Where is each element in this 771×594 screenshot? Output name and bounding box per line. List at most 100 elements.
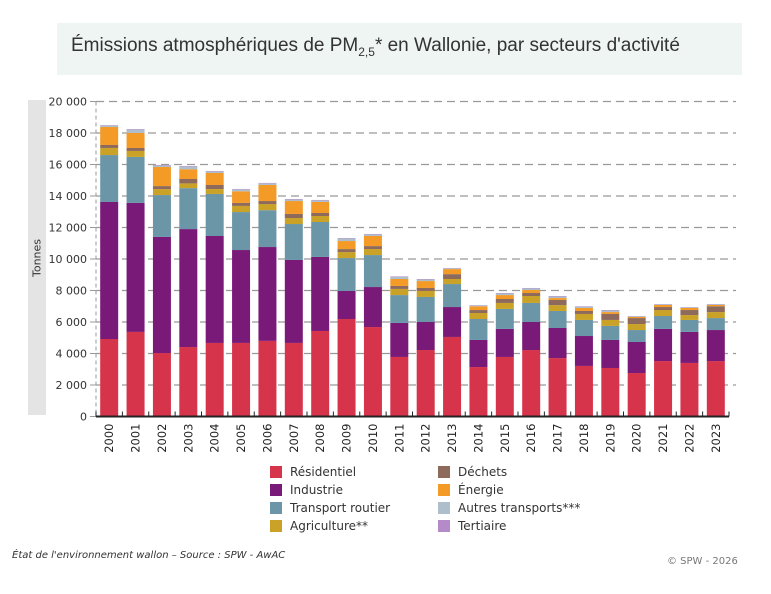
bar-segment-transportroutier [522, 302, 541, 322]
bar-segment-déchets [469, 310, 488, 314]
bar-segment-énergie [100, 127, 119, 145]
bar-segment-industrie [258, 247, 277, 341]
bar-segment-résidentiel [522, 350, 541, 417]
bar-segment-industrie [232, 250, 251, 343]
y-tick-label: 0 [80, 411, 87, 424]
bar-segment-transportroutier [258, 210, 277, 248]
bar-segment-autrestransports [495, 293, 514, 296]
bar-segment-résidentiel [627, 373, 646, 417]
bar-segment-transportroutier [126, 156, 145, 203]
legend-item[interactable]: Transport routier [270, 501, 390, 515]
bar-segment-déchets [390, 285, 409, 289]
bar-segment-déchets [232, 202, 251, 206]
bar-segment-autrestransports [152, 165, 171, 168]
x-tick-label: 2005 [234, 424, 248, 453]
bar-segment-industrie [100, 201, 119, 340]
bar-segment-résidentiel [416, 350, 435, 417]
bar-segment-industrie [548, 327, 567, 359]
bar-segment-transportroutier [152, 195, 171, 237]
bar-segment-résidentiel [390, 356, 409, 417]
legend-swatch [270, 502, 282, 514]
bar-segment-énergie [601, 312, 620, 314]
bar-segment-transportroutier [706, 318, 725, 331]
x-tick-label: 2000 [102, 424, 116, 453]
bar-segment-transportroutier [548, 310, 567, 328]
bar-segment-agriculture [627, 324, 646, 331]
bar-segment-énergie [205, 173, 224, 185]
x-tick-label: 2003 [181, 424, 195, 453]
legend-item[interactable]: Autres transports*** [438, 501, 580, 515]
x-tick-label: 2006 [260, 424, 274, 453]
bar-segment-transportroutier [495, 308, 514, 329]
legend-item[interactable]: Tertiaire [438, 519, 506, 533]
bar-segment-énergie [495, 295, 514, 300]
legend-item[interactable]: Énergie [438, 483, 504, 497]
y-tick-label: 6 000 [56, 316, 88, 329]
bar-segment-déchets [627, 318, 646, 325]
bar-segment-autrestransports [469, 305, 488, 307]
y-tick-label: 2 000 [56, 379, 88, 392]
legend-item[interactable]: Résidentiel [270, 465, 356, 479]
legend-swatch [270, 520, 282, 532]
bar-segment-transportroutier [311, 221, 330, 257]
bar-segment-résidentiel [258, 340, 277, 417]
legend-label: Tertiaire [458, 519, 507, 533]
bar-segment-résidentiel [706, 361, 725, 417]
bar-segment-transportroutier [469, 319, 488, 340]
bar-segment-énergie [680, 307, 699, 311]
bar-segment-agriculture [680, 315, 699, 320]
x-tick-label: 2022 [682, 424, 696, 453]
bar-segment-résidentiel [601, 367, 620, 417]
bar-segment-énergie [706, 304, 725, 307]
bar-segment-transportroutier [284, 224, 303, 260]
bar-segment-autrestransports [126, 129, 145, 133]
bar-segment-résidentiel [126, 331, 145, 417]
bar-segment-industrie [443, 307, 462, 337]
bar-segment-déchets [152, 186, 171, 190]
x-tick-label: 2015 [498, 424, 512, 453]
bar-segment-énergie [152, 167, 171, 187]
legend-item[interactable]: Agriculture** [270, 519, 368, 533]
legend-swatch [438, 502, 450, 514]
title-main: Émissions atmosphériques de PM [71, 35, 359, 56]
bar-segment-industrie [680, 331, 699, 363]
legend-item[interactable]: Déchets [438, 465, 507, 479]
bar-segment-industrie [284, 259, 303, 343]
bar-segment-déchets [706, 306, 725, 313]
bar-segment-agriculture [495, 302, 514, 309]
bar-segment-agriculture [601, 319, 620, 326]
bar-segment-agriculture [152, 189, 171, 196]
legend-label: Énergie [458, 483, 504, 497]
legend-swatch [438, 484, 450, 496]
bar-segment-agriculture [416, 290, 435, 297]
y-tick-label: 4 000 [56, 348, 88, 361]
bar-segment-transportroutier [205, 193, 224, 237]
bar-segment-agriculture [232, 205, 251, 213]
bar-segment-autrestransports [258, 183, 277, 185]
bar-segment-déchets [495, 299, 514, 303]
x-tick-label: 2008 [313, 424, 327, 453]
bar-segment-agriculture [574, 313, 593, 320]
legend-item[interactable]: Industrie [270, 483, 343, 497]
bar-segment-industrie [126, 202, 145, 332]
bar-segment-déchets [311, 213, 330, 217]
x-tick-label: 2017 [551, 424, 565, 453]
bar-segment-transportroutier [416, 296, 435, 322]
y-tick-label: 14 000 [49, 190, 88, 203]
bar-segment-déchets [284, 213, 303, 219]
bar-segment-énergie [443, 269, 462, 275]
bar-segment-autrestransports [601, 310, 620, 313]
bar-segment-agriculture [706, 312, 725, 319]
bar-segment-agriculture [126, 150, 145, 157]
bar-segment-déchets [654, 307, 673, 311]
bar-segment-déchets [574, 310, 593, 314]
bar-segment-énergie [284, 201, 303, 214]
x-tick-label: 2002 [155, 424, 169, 453]
bar-segment-énergie [126, 133, 145, 148]
bar-segment-autrestransports [311, 200, 330, 202]
bar-segment-déchets [337, 249, 356, 253]
bar-segment-autrestransports [284, 199, 303, 202]
bar-segment-autrestransports [680, 307, 699, 308]
bar-segment-résidentiel [548, 358, 567, 417]
y-tick-label: 8 000 [56, 285, 88, 298]
